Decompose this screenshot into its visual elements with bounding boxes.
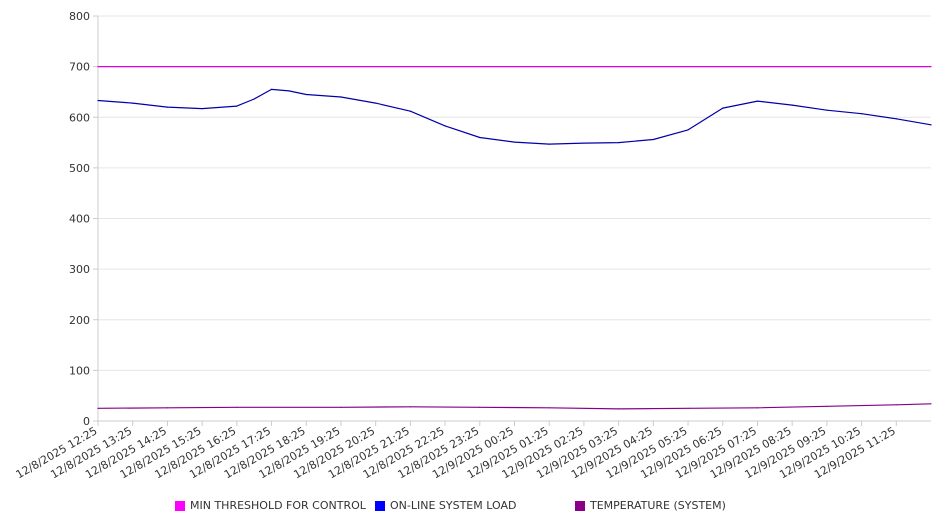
data-point-system-load-9	[340, 96, 342, 98]
data-point-system-load-8	[305, 93, 307, 96]
data-point-temperature-1	[166, 407, 169, 409]
data-point-temperature-2	[236, 406, 238, 408]
y-tick-label-600: 600	[69, 111, 90, 124]
data-point-temperature-6	[548, 407, 550, 409]
data-point-system-load-21	[756, 100, 759, 102]
data-point-system-load-4	[236, 105, 238, 107]
data-point-system-load-14	[513, 141, 516, 143]
legend-label-temperature: TEMPERATURE (SYSTEM)	[590, 499, 726, 512]
data-point-system-load-5	[253, 98, 255, 100]
data-point-system-load-12	[444, 125, 446, 127]
data-point-temperature-9	[756, 407, 759, 409]
legend-swatch-system-load	[375, 500, 385, 511]
data-point-min-threshold-1	[930, 66, 932, 68]
data-point-system-load-1	[132, 102, 134, 104]
series-line-min-threshold-points	[97, 66, 932, 68]
axes	[93, 15, 931, 426]
y-tick-label-500: 500	[69, 162, 90, 175]
data-point-system-load-10	[375, 102, 377, 104]
y-tick-label-400: 400	[69, 213, 90, 226]
y-axis-ticks: 0 100 200 300 400 500 600 700 800	[69, 10, 90, 428]
legend-item-temperature[interactable]: TEMPERATURE (SYSTEM)	[575, 499, 726, 512]
data-point-temperature-7	[618, 408, 620, 410]
data-point-system-load-6	[270, 88, 273, 91]
data-point-system-load-19	[687, 129, 689, 131]
data-point-system-load-17	[618, 141, 620, 144]
data-point-temperature-5	[479, 406, 481, 408]
legend-swatch-min-threshold	[175, 500, 185, 511]
legend-swatch-temperature	[575, 500, 585, 511]
series-line-temperature	[97, 403, 932, 410]
legend-item-min-threshold[interactable]: MIN THRESHOLD FOR CONTROL	[175, 499, 366, 512]
data-point-system-load-20	[722, 107, 724, 109]
data-point-system-load-13	[479, 136, 481, 139]
grid	[98, 15, 931, 371]
data-point-system-load-25	[895, 118, 897, 120]
y-tick-label-300: 300	[69, 263, 90, 276]
data-point-temperature-0	[97, 407, 99, 409]
series-lines	[97, 65, 932, 410]
data-point-system-load-26	[930, 124, 932, 126]
legend-label-min-threshold: MIN THRESHOLD FOR CONTROL	[190, 499, 366, 512]
series-line-system-load-points	[97, 88, 932, 145]
legend-label-system-load: ON-LINE SYSTEM LOAD	[390, 499, 517, 512]
data-point-system-load-11	[409, 110, 411, 112]
data-point-system-load-3	[201, 108, 203, 110]
data-point-min-threshold-0	[97, 66, 99, 68]
y-tick-label-200: 200	[69, 314, 90, 327]
data-point-temperature-10	[826, 405, 828, 407]
legend-item-system-load[interactable]: ON-LINE SYSTEM LOAD	[375, 499, 516, 512]
data-point-system-load-0	[97, 99, 99, 102]
data-point-system-load-24	[860, 113, 863, 115]
data-point-system-load-7	[288, 90, 290, 92]
data-point-system-load-23	[826, 109, 828, 111]
data-point-system-load-18	[652, 138, 654, 141]
data-point-temperature-11	[895, 404, 897, 406]
data-point-system-load-16	[583, 142, 585, 144]
legend: MIN THRESHOLD FOR CONTROL ON-LINE SYSTEM…	[0, 499, 946, 515]
y-tick-label-0: 0	[83, 415, 90, 428]
y-tick-label-100: 100	[69, 364, 90, 377]
data-point-temperature-8	[687, 407, 689, 409]
series-line-temperature-points	[97, 403, 932, 410]
data-point-system-load-2	[166, 106, 169, 108]
data-point-temperature-4	[409, 406, 411, 408]
data-point-temperature-12	[930, 403, 932, 405]
y-tick-label-700: 700	[69, 61, 90, 74]
data-point-temperature-3	[340, 406, 342, 408]
data-point-system-load-22	[791, 104, 793, 106]
y-tick-label-800: 800	[69, 10, 90, 23]
data-point-system-load-15	[548, 143, 550, 145]
